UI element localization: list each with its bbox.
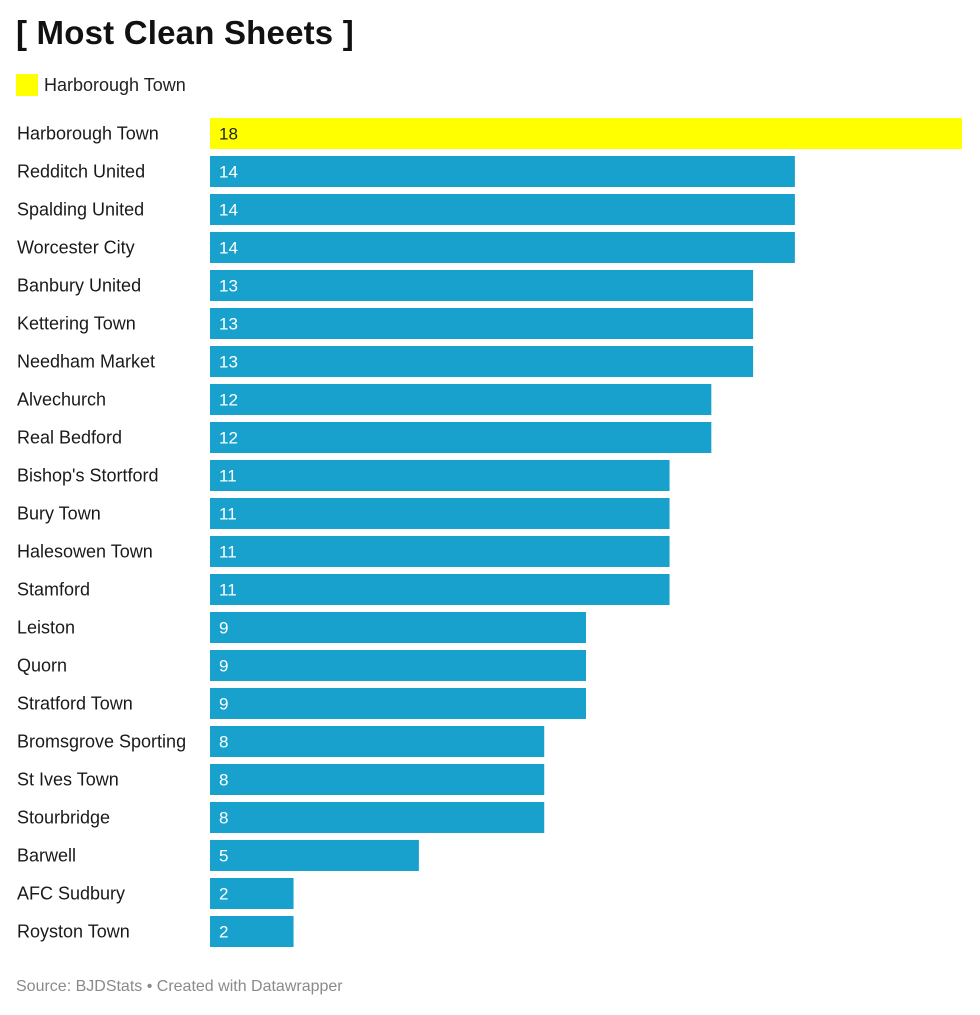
bar	[210, 194, 795, 225]
bar-value-label: 13	[219, 315, 238, 334]
category-label: Harborough Town	[17, 124, 159, 144]
bar	[210, 574, 670, 605]
bar	[210, 346, 754, 377]
bar-value-label: 2	[219, 923, 228, 942]
category-label: Quorn	[17, 656, 67, 676]
bar-value-label: 12	[219, 391, 238, 410]
category-label: Royston Town	[17, 922, 130, 942]
category-label: Real Bedford	[17, 428, 122, 448]
bar	[210, 118, 962, 149]
category-label: Bury Town	[17, 504, 101, 524]
bar-value-label: 11	[219, 543, 237, 562]
bar	[210, 536, 670, 567]
bar-value-label: 9	[219, 695, 228, 714]
chart-title: [ Most Clean Sheets ]	[16, 14, 354, 51]
bar-value-label: 9	[219, 657, 228, 676]
legend: Harborough Town	[16, 74, 186, 96]
bar	[210, 422, 712, 453]
bar-value-label: 11	[219, 505, 237, 524]
category-label: Halesowen Town	[17, 542, 153, 562]
category-label: AFC Sudbury	[17, 884, 125, 904]
category-label: Barwell	[17, 846, 76, 866]
bar-value-label: 12	[219, 429, 238, 448]
bar	[210, 878, 294, 909]
bar-value-label: 14	[219, 239, 238, 258]
bar-value-label: 8	[219, 733, 228, 752]
bar	[210, 802, 545, 833]
category-label: Stamford	[17, 580, 90, 600]
bar	[210, 498, 670, 529]
category-label: Spalding United	[17, 200, 144, 220]
category-label: Needham Market	[17, 352, 155, 372]
category-label: Banbury United	[17, 276, 141, 296]
bar	[210, 726, 545, 757]
bar-value-label: 14	[219, 163, 238, 182]
category-label: Stratford Town	[17, 694, 133, 714]
bar-value-label: 2	[219, 885, 228, 904]
bar-value-label: 13	[219, 353, 238, 372]
bar	[210, 308, 754, 339]
legend-swatch	[16, 74, 38, 96]
bar-value-label: 8	[219, 771, 228, 790]
bar	[210, 232, 795, 263]
bar	[210, 840, 419, 871]
bar	[210, 612, 586, 643]
bar-value-label: 8	[219, 809, 228, 828]
legend-label: Harborough Town	[44, 74, 186, 95]
category-label: Worcester City	[17, 238, 135, 258]
bar	[210, 688, 586, 719]
bar-value-label: 18	[219, 125, 238, 144]
bar-value-label: 11	[219, 467, 237, 486]
category-label: Kettering Town	[17, 314, 136, 334]
category-label: Alvechurch	[17, 390, 106, 410]
source-footer: Source: BJDStats • Created with Datawrap…	[16, 978, 343, 995]
bar	[210, 460, 670, 491]
category-label: Stourbridge	[17, 808, 110, 828]
category-label: Bromsgrove Sporting	[17, 732, 186, 752]
bar-value-label: 5	[219, 847, 228, 866]
bar-value-label: 13	[219, 277, 238, 296]
bar	[210, 156, 795, 187]
bar-value-label: 9	[219, 619, 228, 638]
bar	[210, 650, 586, 681]
category-label: St Ives Town	[17, 770, 119, 790]
bar-value-label: 14	[219, 201, 238, 220]
category-label: Bishop's Stortford	[17, 466, 159, 486]
category-label: Leiston	[17, 618, 75, 638]
bar	[210, 764, 545, 795]
bar	[210, 270, 754, 301]
bar	[210, 384, 712, 415]
category-label: Redditch United	[17, 162, 145, 182]
bar	[210, 916, 294, 947]
bar-value-label: 11	[219, 581, 237, 600]
